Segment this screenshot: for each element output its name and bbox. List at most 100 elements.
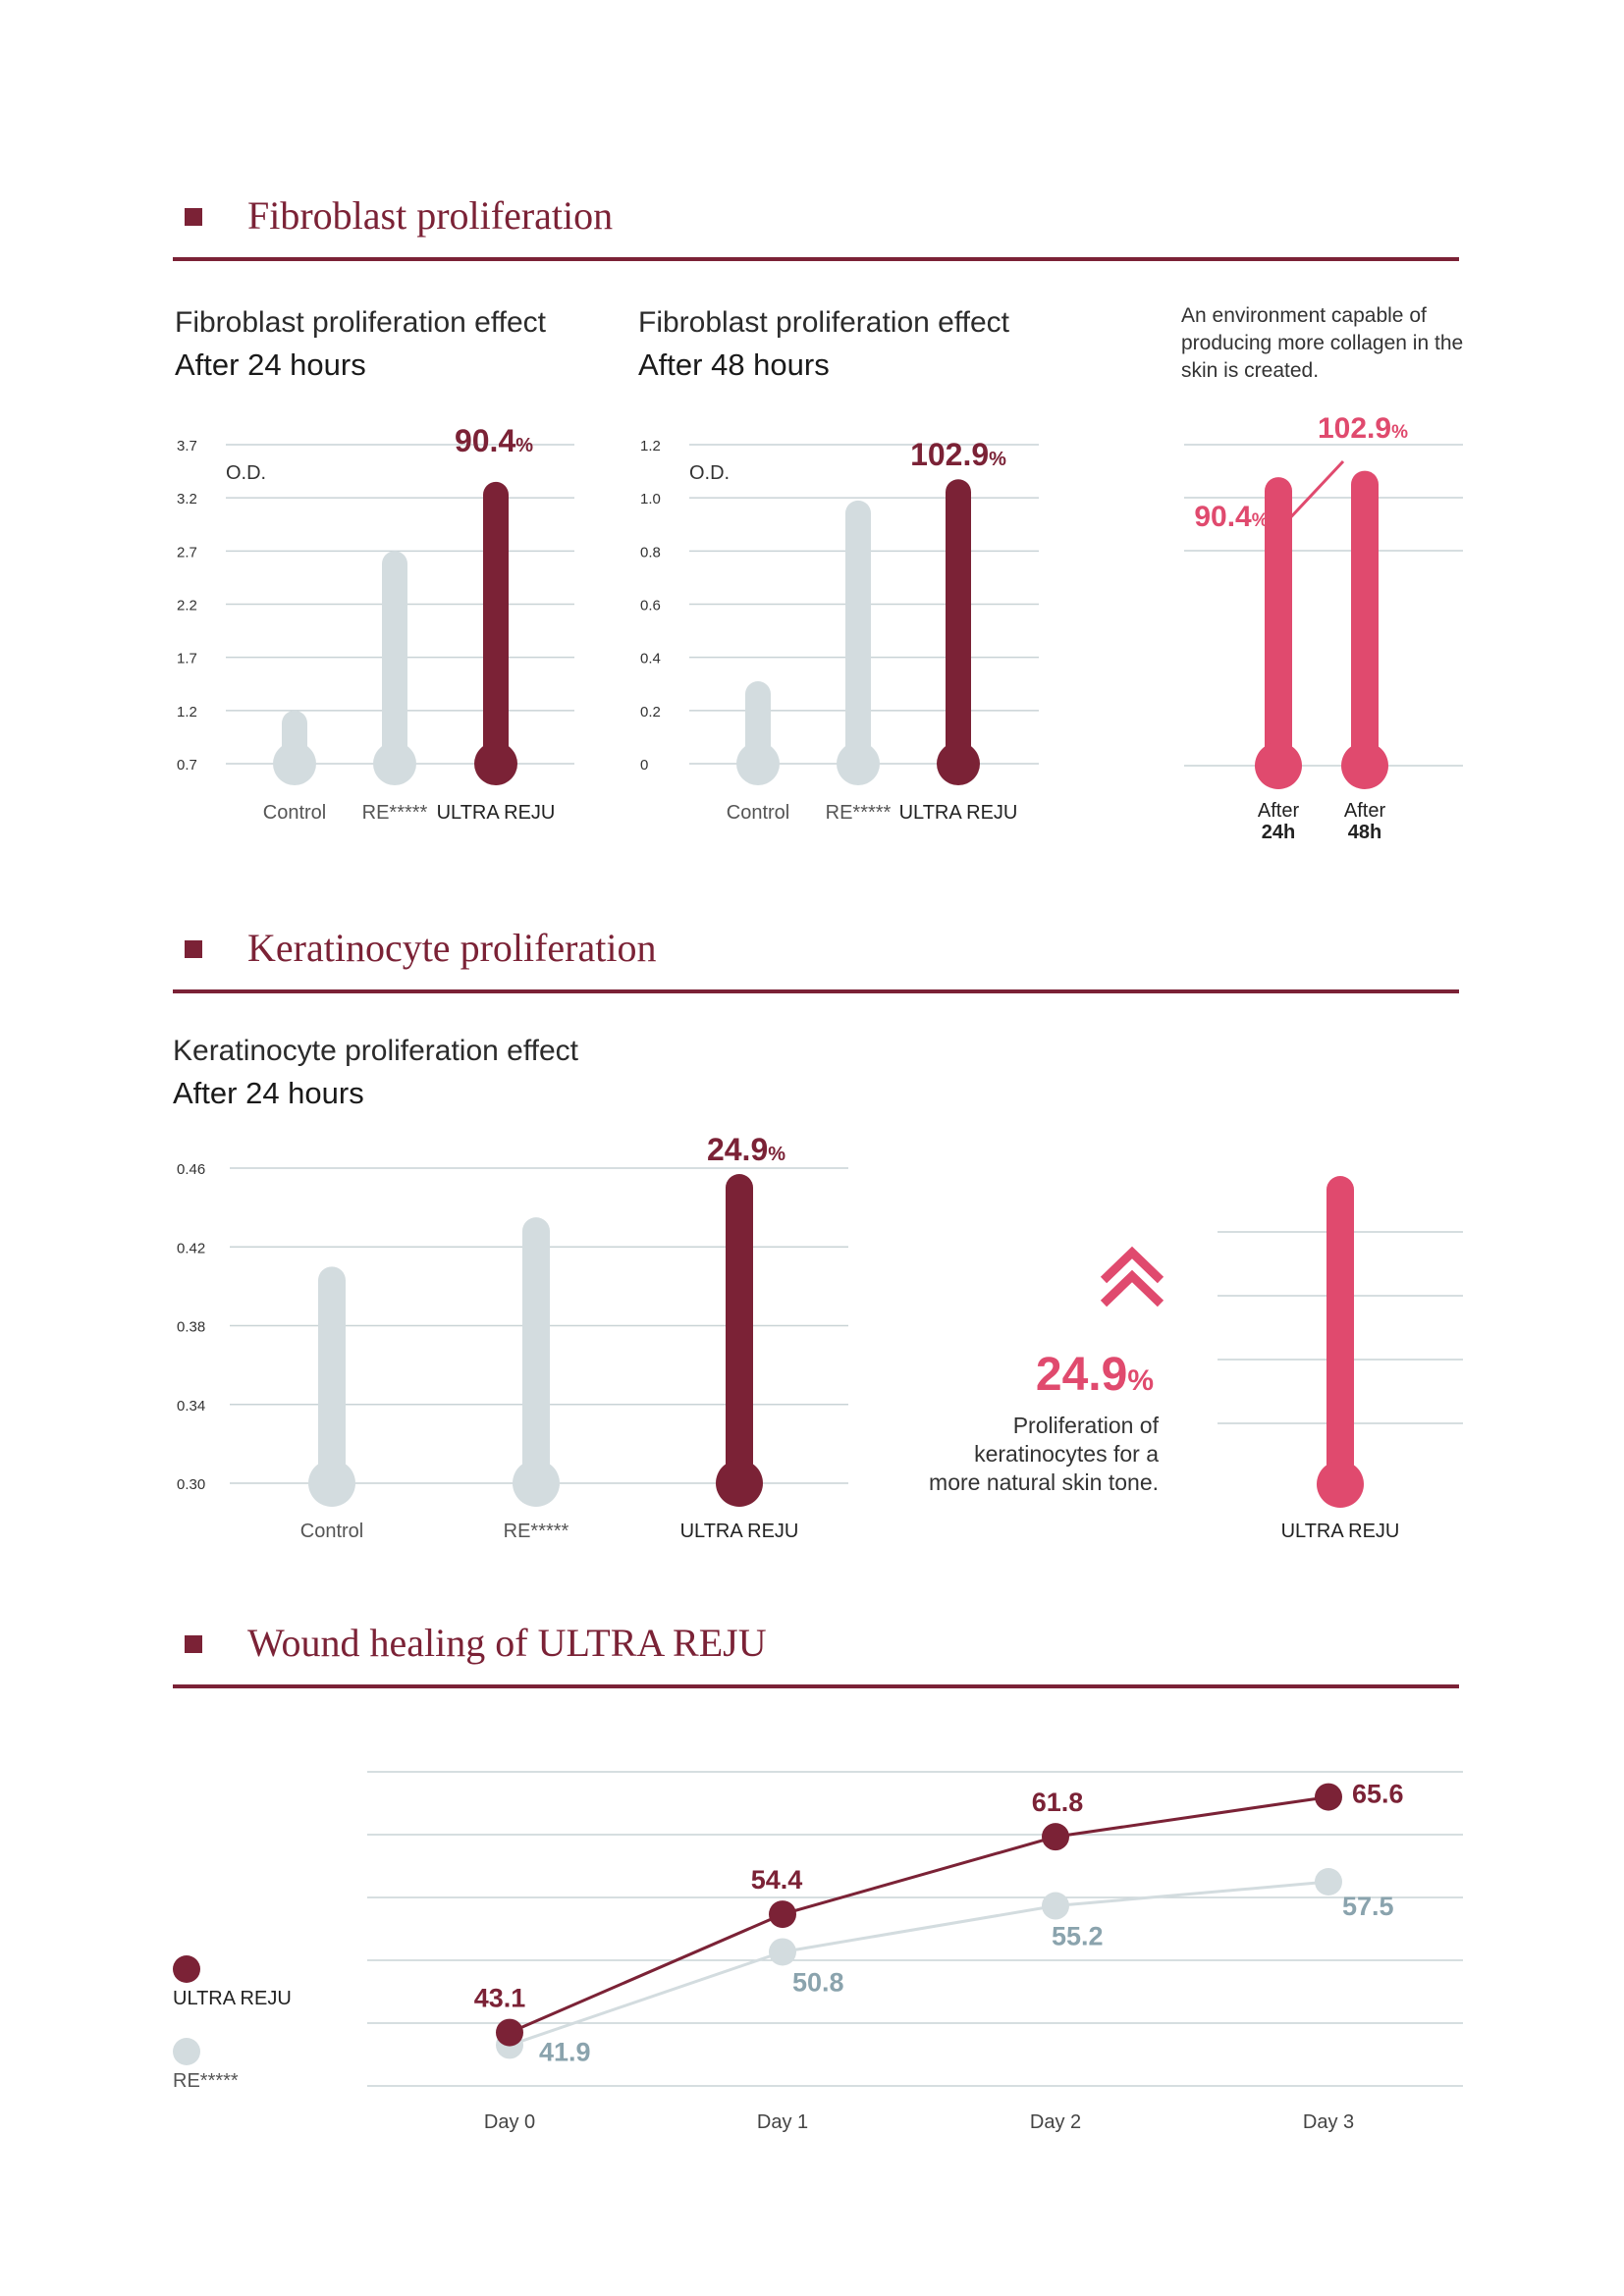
- legend-label: ULTRA REJU: [173, 1988, 292, 2009]
- legend-marker: [173, 1955, 200, 1983]
- y-tick-label: 0.8: [640, 544, 661, 561]
- double-chevron-up-icon: [1100, 1269, 1164, 1308]
- data-label: 55.2: [1052, 1922, 1104, 1951]
- x-tick-label: ULTRA REJU: [899, 802, 1018, 824]
- x-tick-label: 48h: [1348, 822, 1381, 843]
- x-tick-label: Control: [300, 1521, 363, 1542]
- legend-marker: [173, 2038, 200, 2065]
- y-tick-label: 0.6: [640, 598, 661, 614]
- data-label: 50.8: [792, 1967, 844, 1997]
- x-tick-label: RE*****: [826, 802, 892, 824]
- data-point: [1042, 1823, 1069, 1851]
- data-label: 65.6: [1352, 1780, 1404, 1809]
- data-label: 61.8: [1032, 1788, 1084, 1817]
- data-label: 54.4: [751, 1865, 803, 1895]
- y-axis-label: O.D.: [689, 462, 730, 484]
- section-title: Keratinocyte proliferation: [247, 926, 657, 970]
- bar-2: [845, 500, 871, 764]
- bar-3: [726, 1174, 753, 1483]
- bar-2-bulb: [837, 742, 880, 785]
- section-rule: [173, 257, 1459, 261]
- y-tick-label: 0.30: [177, 1476, 205, 1493]
- kera24-subtitle-time: After 24 hours: [173, 1076, 364, 1110]
- section-title: Wound healing of ULTRA REJU: [247, 1621, 767, 1665]
- data-label: 102.9%: [1318, 412, 1408, 445]
- x-tick-label: ULTRA REJU: [680, 1521, 799, 1542]
- series-line-re: [509, 1880, 1329, 2047]
- y-axis-label: O.D.: [226, 462, 266, 484]
- y-tick-label: 0: [640, 757, 648, 774]
- x-tick-label: ULTRA REJU: [437, 802, 556, 824]
- bar-3: [483, 481, 509, 764]
- bar-2: [1351, 470, 1379, 766]
- y-tick-label: 3.2: [177, 491, 197, 507]
- data-label: 41.9: [539, 2037, 591, 2066]
- fibro48-subtitle-time: After 48 hours: [638, 347, 830, 382]
- bar-3-bulb: [474, 742, 517, 785]
- bar-1-bulb: [273, 742, 316, 785]
- section-rule: [173, 989, 1459, 993]
- fibro24-subtitle-time: After 24 hours: [175, 347, 366, 382]
- y-tick-label: 0.34: [177, 1398, 205, 1415]
- y-tick-label: 1.7: [177, 651, 197, 667]
- y-tick-label: 0.7: [177, 757, 197, 774]
- bar-1: [1265, 477, 1292, 766]
- data-label: 24.9%: [707, 1132, 785, 1167]
- x-tick-label: Day 2: [1030, 2111, 1081, 2133]
- collagen-note: An environment capable of producing more…: [1181, 304, 1464, 382]
- bar-2: [382, 551, 407, 764]
- x-tick-label: Control: [263, 802, 326, 824]
- highlight-text: more natural skin tone.: [929, 1469, 1159, 1495]
- y-tick-label: 3.7: [177, 438, 197, 454]
- x-tick-label: Control: [727, 802, 789, 824]
- x-tick-label: Day 1: [757, 2111, 808, 2133]
- bar-2: [522, 1217, 550, 1483]
- x-tick-label: After: [1344, 800, 1386, 822]
- data-point: [1042, 1892, 1069, 1920]
- bar-2-bulb: [513, 1460, 560, 1507]
- x-tick-label: Day 3: [1303, 2111, 1354, 2133]
- bar-1: [318, 1266, 346, 1483]
- section-bullet: [185, 208, 202, 226]
- legend-label: RE*****: [173, 2070, 239, 2092]
- kera24-subtitle: Keratinocyte proliferation effect: [173, 1035, 579, 1067]
- y-tick-label: 2.2: [177, 598, 197, 614]
- data-point: [496, 2018, 523, 2047]
- connector-line: [1282, 459, 1345, 526]
- bar-1-bulb: [1255, 742, 1302, 789]
- data-point: [769, 1900, 796, 1929]
- section-bullet: [185, 940, 202, 958]
- data-point: [1315, 1868, 1342, 1896]
- bar-2-bulb: [373, 742, 416, 785]
- data-label: 90.4%: [455, 423, 533, 458]
- double-chevron-up-icon: [1100, 1246, 1164, 1284]
- fibro48-subtitle: Fibroblast proliferation effect: [638, 306, 1009, 339]
- bar-1-bulb: [736, 742, 780, 785]
- bar-3-bulb: [937, 742, 980, 785]
- data-label: 102.9%: [910, 437, 1006, 472]
- highlight-text: keratinocytes for a: [974, 1441, 1159, 1467]
- x-tick-label: After: [1258, 800, 1300, 822]
- series-line-ultra-reju: [509, 1795, 1329, 2034]
- section-bullet: [185, 1635, 202, 1653]
- fibro24-subtitle: Fibroblast proliferation effect: [175, 306, 546, 339]
- data-label: 43.1: [474, 1984, 526, 2013]
- bar-1-bulb: [1317, 1461, 1364, 1508]
- y-tick-label: 0.38: [177, 1319, 205, 1336]
- x-tick-label: Day 0: [484, 2111, 535, 2133]
- y-tick-label: 0.42: [177, 1240, 205, 1256]
- bar-3: [946, 479, 971, 764]
- data-label: 90.4%: [1194, 501, 1268, 533]
- y-tick-label: 2.7: [177, 544, 197, 561]
- x-tick-label: RE*****: [362, 802, 428, 824]
- x-tick-label: 24h: [1262, 822, 1295, 843]
- y-tick-label: 0.46: [177, 1161, 205, 1178]
- section-rule: [173, 1684, 1459, 1688]
- bar-1: [1326, 1176, 1354, 1484]
- data-point: [1315, 1783, 1342, 1811]
- data-label: 57.5: [1342, 1892, 1394, 1921]
- y-tick-label: 1.2: [640, 438, 661, 454]
- y-tick-label: 1.2: [177, 704, 197, 721]
- y-tick-label: 0.4: [640, 651, 661, 667]
